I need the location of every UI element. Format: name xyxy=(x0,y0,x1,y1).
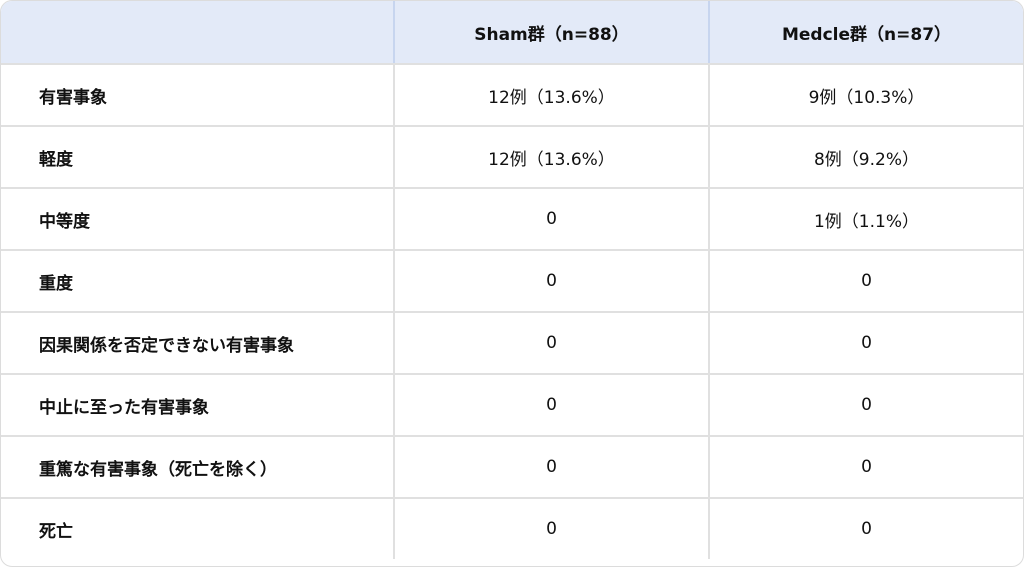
table-row: 重篤な有害事象（死亡を除く） 0 0 xyxy=(1,435,1023,497)
sham-value: 0 xyxy=(393,189,708,249)
medcle-value: 0 xyxy=(708,499,1023,559)
table-row: 軽度 12例（13.6%） 8例（9.2%） xyxy=(1,125,1023,187)
sham-value: 0 xyxy=(393,499,708,559)
sham-value: 0 xyxy=(393,251,708,311)
medcle-value: 9例（10.3%） xyxy=(708,65,1023,125)
row-label: 有害事象 xyxy=(39,87,107,108)
table-row: 重度 0 0 xyxy=(1,249,1023,311)
sham-value: 0 xyxy=(393,375,708,435)
medcle-value: 0 xyxy=(708,437,1023,497)
table-row: 死亡 0 0 xyxy=(1,497,1023,559)
medcle-value: 0 xyxy=(708,313,1023,373)
row-label: 軽度 xyxy=(39,149,73,170)
row-label: 因果関係を否定できない有害事象 xyxy=(39,335,294,356)
sham-value: 0 xyxy=(393,437,708,497)
medcle-value: 8例（9.2%） xyxy=(708,127,1023,187)
table-row: 有害事象 12例（13.6%） 9例（10.3%） xyxy=(1,63,1023,125)
table-row: 中止に至った有害事象 0 0 xyxy=(1,373,1023,435)
row-label: 死亡 xyxy=(39,521,73,542)
medcle-value: 0 xyxy=(708,375,1023,435)
sham-value: 0 xyxy=(393,313,708,373)
header-cell-sham: Sham群（n=88） xyxy=(393,1,708,63)
row-label: 重篤な有害事象（死亡を除く） xyxy=(39,459,277,480)
row-label: 重度 xyxy=(39,273,73,294)
row-label: 中等度 xyxy=(39,211,90,232)
header-cell-medcle: Medcle群（n=87） xyxy=(708,1,1023,63)
medcle-value: 0 xyxy=(708,251,1023,311)
table-row: 因果関係を否定できない有害事象 0 0 xyxy=(1,311,1023,373)
table-header-row: Sham群（n=88） Medcle群（n=87） xyxy=(1,1,1023,63)
medcle-value: 1例（1.1%） xyxy=(708,189,1023,249)
table-row: 中等度 0 1例（1.1%） xyxy=(1,187,1023,249)
sham-value: 12例（13.6%） xyxy=(393,65,708,125)
row-label: 中止に至った有害事象 xyxy=(39,397,209,418)
header-cell-empty xyxy=(1,1,393,63)
sham-value: 12例（13.6%） xyxy=(393,127,708,187)
